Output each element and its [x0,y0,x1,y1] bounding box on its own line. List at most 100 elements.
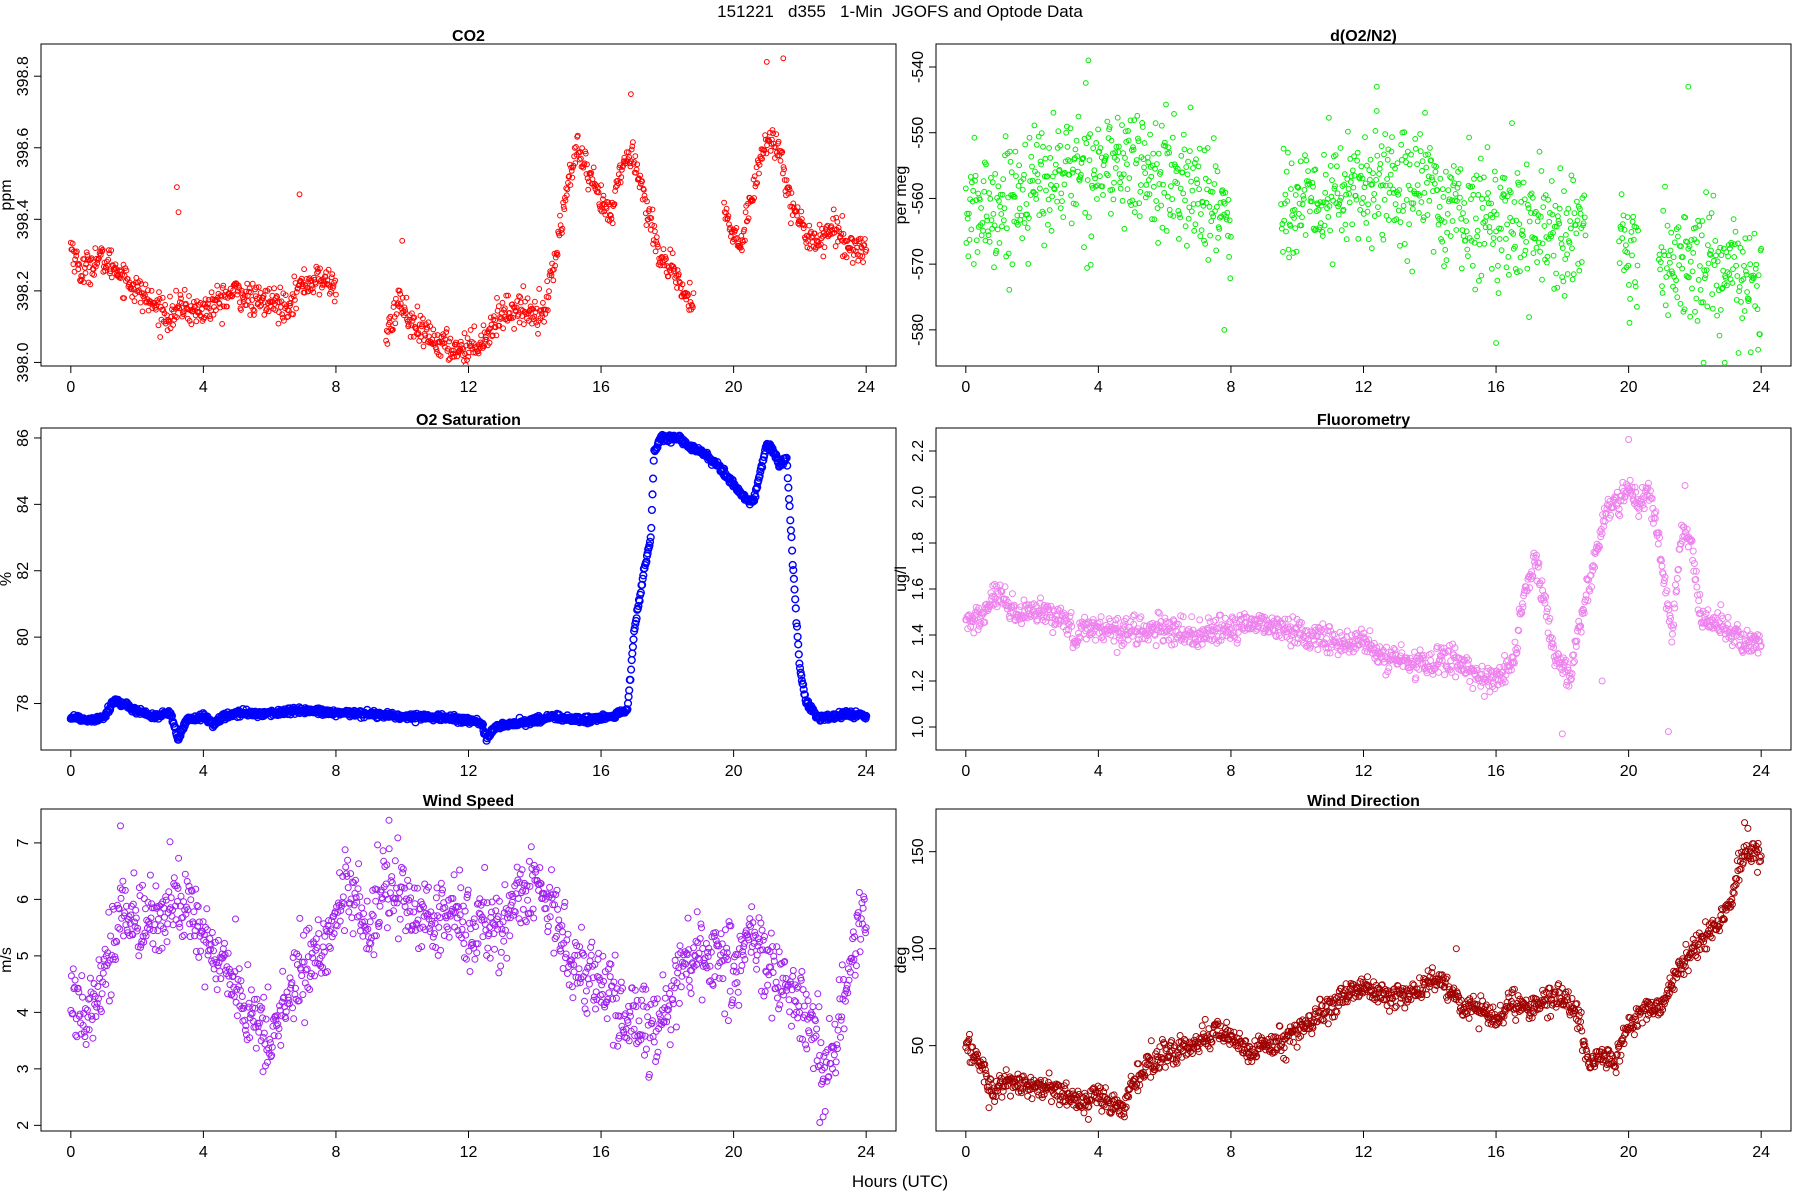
data-point [1075,113,1082,120]
data-point [1379,231,1386,238]
data-point [1420,217,1427,224]
data-point [401,304,408,311]
data-point [638,574,647,583]
data-point [1281,217,1288,224]
data-point [1686,274,1692,281]
data-point [1183,164,1190,171]
data-point [1630,213,1637,220]
data-point [1435,668,1442,676]
data-point-outlier [1221,327,1228,333]
data-point [1354,157,1360,164]
data-point [855,257,862,264]
data-point [1221,200,1228,207]
data-point [1162,143,1169,150]
data-point [1226,254,1232,260]
data-point [76,262,83,268]
data-point [1037,594,1044,602]
x-tick-label: 12 [1355,379,1373,396]
data-point [1025,261,1032,267]
data-point [1197,233,1204,240]
data-point [756,467,765,476]
data-point [1507,666,1515,674]
data-point [983,213,990,220]
data-point [1569,659,1577,667]
data-point [1056,166,1063,173]
data-point [1526,584,1534,592]
data-point [1097,173,1103,180]
data-point [625,686,634,695]
x-tick-label: 12 [1355,763,1373,780]
data-point [1061,181,1068,188]
data-point [1711,262,1718,269]
data-point [1432,168,1439,175]
data-point [260,293,267,299]
x-tick-label: 20 [725,379,743,396]
data-point [521,321,527,328]
data-point [1670,283,1676,290]
data-point [563,185,570,192]
data-point [1517,610,1524,618]
data-point [1531,558,1539,566]
data-point [1287,642,1295,650]
data-point [1468,238,1475,244]
data-point [1717,601,1725,609]
data-point [1278,201,1284,208]
data-point [1112,149,1119,156]
data-point [219,285,226,291]
data-point [1495,262,1501,269]
data-point [592,180,598,187]
data-point [1305,168,1311,175]
data-point [1569,276,1576,283]
data-point [1484,195,1490,202]
data-point [1473,172,1480,179]
data-point [1698,232,1705,239]
data-point [1493,228,1499,235]
data-point [1022,141,1029,148]
data-point [1471,239,1478,246]
data-point [249,280,256,287]
data-point [824,222,831,229]
data-point [1145,159,1152,166]
data-point [1498,679,1506,687]
data-point [1665,312,1671,319]
data-point [1718,252,1725,259]
data-point [1383,643,1390,651]
data-point [1634,262,1641,269]
data-point [1480,174,1487,181]
data-point [1427,657,1434,664]
data-point [1131,117,1138,123]
y-tick-label: 78 [15,695,32,713]
data-point [1142,194,1149,201]
data-point [1664,265,1670,272]
data-point [460,346,467,353]
data-point [1477,176,1483,182]
data-point [1097,613,1105,621]
data-point [759,155,765,162]
data-point [142,281,149,288]
data-point [669,250,676,257]
data-point [1412,145,1419,152]
data-point [1156,181,1163,187]
data-point [1185,158,1191,165]
data-point [91,272,97,278]
data-point [1319,233,1326,239]
x-tick-label: 16 [1487,763,1505,780]
data-point [1672,286,1679,293]
data-point [220,282,227,289]
data-point [1122,155,1128,161]
data-point [1426,197,1433,204]
data-point [493,332,500,339]
data-point [994,226,1001,233]
data-point [778,149,785,156]
data-point [1453,227,1460,233]
data-point [1196,145,1203,152]
data-point [1708,247,1714,254]
data-point [1314,646,1322,653]
data-point [636,588,646,597]
data-point [785,502,794,511]
data-point [1159,224,1166,231]
data-point [1163,627,1171,635]
data-point [1574,198,1580,205]
data-point [1563,678,1571,686]
data-point [1057,604,1065,612]
